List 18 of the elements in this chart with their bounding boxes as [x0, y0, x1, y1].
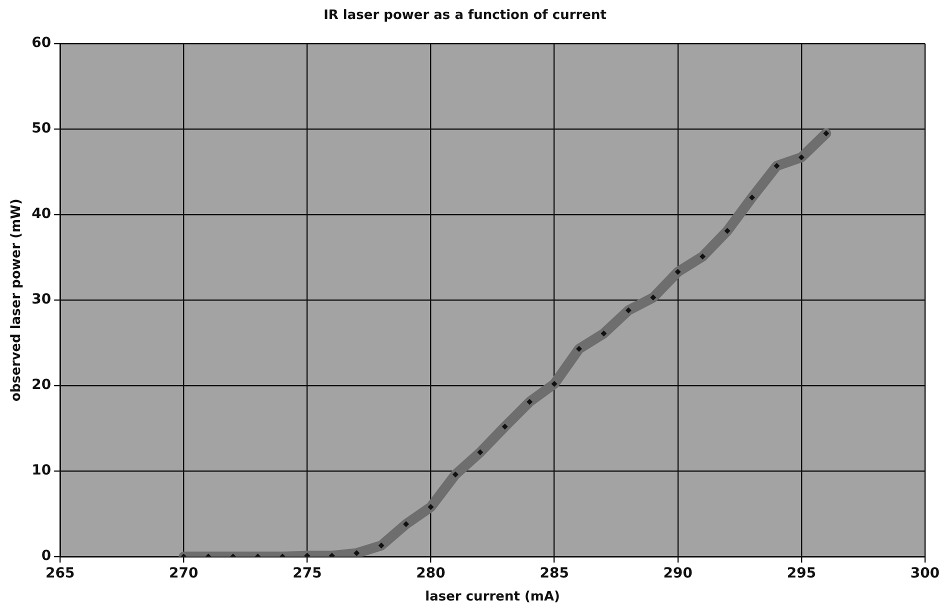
- x-tick-label: 295: [786, 566, 816, 582]
- y-tick-label: 0: [41, 548, 52, 564]
- y-tick-label: 50: [32, 120, 52, 137]
- y-axis-title: observed laser power (mW): [9, 198, 24, 402]
- x-axis-title: laser current (mA): [425, 590, 560, 605]
- x-tick-label: 290: [663, 566, 693, 582]
- y-tick-label: 60: [32, 35, 52, 52]
- x-tick-label: 285: [540, 566, 569, 582]
- x-tick-label: 280: [416, 566, 446, 582]
- x-tick-label: 265: [45, 566, 75, 582]
- y-tick-label: 30: [32, 292, 52, 308]
- y-tick-label: 10: [32, 462, 52, 479]
- x-tick-label: 300: [910, 566, 940, 582]
- chart-title: IR laser power as a function of current: [324, 8, 606, 24]
- x-tick-label: 270: [169, 566, 199, 582]
- y-tick-label: 40: [32, 206, 52, 222]
- x-tick-label: 275: [292, 566, 322, 582]
- y-tick-label: 20: [32, 377, 52, 394]
